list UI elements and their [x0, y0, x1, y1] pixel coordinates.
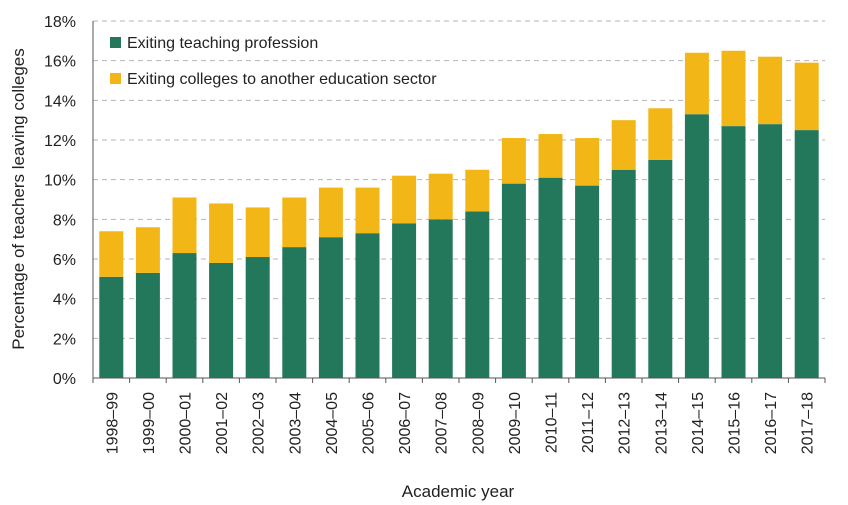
bar-segment-teaching [684, 114, 709, 378]
y-tick-label: 18% [44, 14, 76, 31]
x-tick-label: 2014–15 [690, 392, 707, 454]
legend-label-sector: Exiting colleges to another education se… [127, 71, 437, 88]
x-tick-label: 2003–04 [287, 392, 304, 454]
x-tick-label: 1999–00 [141, 392, 158, 454]
x-tick-label: 2007–08 [434, 392, 451, 454]
x-tick-label: 2002–03 [251, 392, 268, 454]
x-tick-label: 2005–06 [361, 392, 378, 454]
bar-segment-teaching [392, 223, 417, 378]
bar-segment-teaching [355, 233, 380, 378]
y-axis-title: Percentage of teachers leaving colleges [9, 48, 28, 349]
bar-segment-teaching [794, 130, 819, 378]
bar-segment-sector [648, 108, 673, 160]
bar-segment-sector [135, 227, 160, 273]
x-tick-labels: 1998–99 1999–00 2000–01 2001–02 2002–03 2003–… [104, 392, 816, 454]
x-tick-label: 2013–14 [653, 392, 670, 454]
x-tick-label: 2017–18 [800, 392, 817, 454]
x-tick-label: 2008–09 [470, 392, 487, 454]
x-tick-label: 2012–13 [617, 392, 634, 454]
bar-segment-sector [282, 197, 307, 248]
y-tick-label: 6% [53, 252, 76, 269]
bar-segment-teaching [538, 177, 563, 378]
bar-segment-teaching [465, 211, 490, 378]
y-tick-label: 8% [53, 212, 76, 229]
y-tick-label: 10% [44, 173, 76, 190]
bar-segment-sector [501, 138, 526, 184]
x-tick-label: 2015–16 [727, 392, 744, 454]
bar-segment-sector [428, 173, 453, 220]
x-tick-label: 2011–12 [580, 392, 597, 453]
bar-segment-sector [209, 203, 234, 263]
bar-segment-sector [575, 138, 600, 186]
bar-segment-teaching [135, 272, 160, 378]
bar-segment-sector [355, 187, 380, 234]
x-tick-label: 1998–99 [104, 392, 121, 454]
bar-segment-teaching [648, 159, 673, 378]
legend-label-teaching: Exiting teaching profession [127, 35, 318, 52]
bars [99, 50, 819, 378]
x-tick-label: 2010–11 [544, 392, 561, 453]
y-tick-label: 2% [53, 331, 76, 348]
legend: Exiting teaching profession Exiting coll… [110, 35, 437, 88]
bar-segment-sector [172, 197, 197, 254]
axes [92, 21, 826, 383]
y-tick-label: 12% [44, 133, 76, 150]
x-tick-label: 2006–07 [397, 392, 414, 454]
bar-segment-sector [538, 134, 563, 178]
gridlines [93, 20, 825, 339]
bar-segment-teaching [245, 257, 270, 378]
bar-segment-sector [318, 187, 343, 238]
y-tick-labels: 0% 2% 4% 6% 8% 10% 12% 14% 16% 18% [44, 14, 76, 388]
bar-segment-sector [99, 231, 124, 277]
bar-segment-teaching [611, 169, 636, 378]
bar-segment-sector [721, 50, 746, 127]
x-tick-label: 2009–10 [507, 392, 524, 454]
bar-segment-teaching [721, 126, 746, 378]
bar-segment-sector [758, 56, 783, 125]
y-tick-label: 16% [44, 54, 76, 71]
y-tick-label: 14% [44, 93, 76, 110]
bar-segment-teaching [575, 185, 600, 378]
x-tick-label: 2004–05 [324, 392, 341, 454]
bar-segment-teaching [282, 247, 307, 378]
bar-segment-teaching [318, 237, 343, 378]
bar-segment-sector [611, 120, 636, 170]
bar-segment-teaching [428, 219, 453, 378]
bar-segment-sector [794, 62, 819, 131]
bar-segment-sector [392, 175, 417, 224]
bar-segment-teaching [209, 262, 234, 378]
bar-segment-teaching [501, 183, 526, 378]
x-tick-label: 2000–01 [178, 392, 195, 454]
bar-segment-sector [465, 169, 490, 212]
y-tick-label: 0% [53, 371, 76, 388]
bar-segment-teaching [172, 253, 197, 378]
bar-segment-teaching [758, 124, 783, 378]
bar-segment-teaching [99, 276, 124, 378]
x-tick-label: 2001–02 [214, 392, 231, 454]
x-axis-title: Academic year [402, 482, 515, 501]
x-tick-label: 2016–17 [763, 392, 780, 454]
legend-swatch-sector [110, 73, 121, 84]
bar-segment-sector [245, 207, 270, 258]
legend-swatch-teaching [110, 37, 121, 48]
bar-segment-sector [684, 52, 709, 115]
y-tick-label: 4% [53, 292, 76, 309]
